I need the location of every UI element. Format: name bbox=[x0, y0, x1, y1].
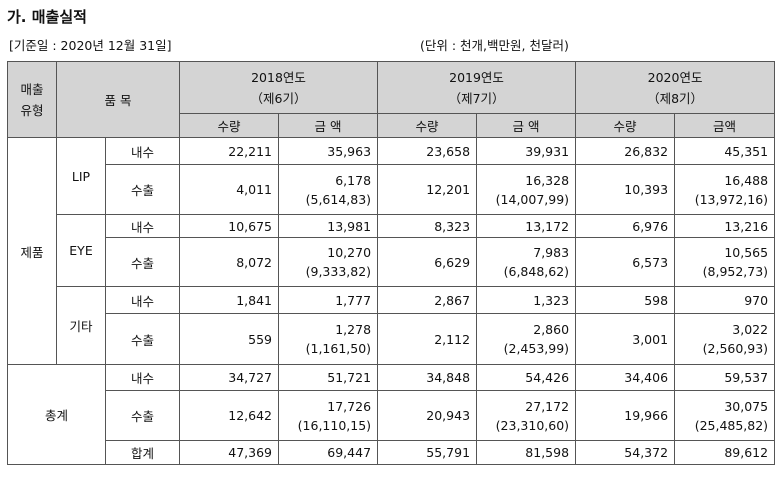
table-row: 총계 내수 34,727 51,721 34,848 54,426 34,406… bbox=[7, 364, 776, 465]
value-cell: 6,629 bbox=[377, 237, 478, 287]
value-cell: 4,011 bbox=[179, 164, 280, 215]
value-cell: 20,943 bbox=[377, 390, 478, 441]
table-row: 합계 47,369 69,447 55,791 81,598 54,372 89… bbox=[8, 440, 776, 465]
qty-header: 수량 bbox=[575, 113, 676, 138]
export-label: 수출 bbox=[104, 390, 181, 441]
value-cell: 34,406 bbox=[575, 364, 676, 391]
value-cell: 59,537 bbox=[674, 364, 776, 391]
total-label: 총계 bbox=[7, 364, 106, 465]
value-cell: 2,112 bbox=[377, 313, 478, 365]
qty-header: 수량 bbox=[179, 113, 280, 138]
year-2019-header: 2019연도 （제7기） bbox=[377, 61, 577, 114]
value-cell: 13,216 bbox=[674, 214, 776, 238]
table-row: 수출 4,011 6,178 (5,614,83) 12,201 16,328 (1… bbox=[8, 164, 776, 215]
value-cell: 10,675 bbox=[179, 214, 280, 238]
amount-header: 금 액 bbox=[278, 113, 379, 138]
value-cell: 16,488 (13,972,16) bbox=[674, 164, 776, 215]
value-cell: 13,172 bbox=[476, 214, 577, 238]
value-cell: 3,022 (2,560,93) bbox=[674, 313, 776, 365]
table-row: 수출 8,072 10,270 (9,333,82) 6,629 7,983 (6,… bbox=[8, 237, 776, 287]
value-cell: 6,573 bbox=[575, 237, 676, 287]
qty-header: 수량 bbox=[377, 113, 478, 138]
value-cell: 35,963 bbox=[278, 137, 379, 165]
value-cell: 55,791 bbox=[377, 440, 478, 465]
value-cell: 1,777 bbox=[278, 286, 379, 314]
value-cell: 12,642 bbox=[179, 390, 280, 441]
unit-note: (단위 : 천개,백만원, 천달러) bbox=[420, 38, 569, 53]
year-2018-header: 2018연도 （제6기） bbox=[179, 61, 379, 114]
value-cell: 39,931 bbox=[476, 137, 577, 165]
domestic-label: 내수 bbox=[104, 137, 181, 165]
value-cell: 54,426 bbox=[476, 364, 577, 391]
value-cell: 45,351 bbox=[674, 137, 776, 165]
sales-table: 매출 유형 품 목 2018연도 （제6기） 2019연도 （제7기） 2020연도… bbox=[7, 61, 776, 465]
value-cell: 26,832 bbox=[575, 137, 676, 165]
sum-label: 합계 bbox=[104, 440, 181, 465]
table-row: 수출 12,642 17,726 (16,110,15) 20,943 27,17… bbox=[8, 390, 776, 441]
item-header: 품 목 bbox=[55, 61, 181, 138]
amount-header: 금 액 bbox=[476, 113, 577, 138]
year-2020-header: 2020연도 （제8기） bbox=[575, 61, 776, 114]
value-cell: 10,393 bbox=[575, 164, 676, 215]
value-cell: 34,727 bbox=[179, 364, 280, 391]
value-cell: 47,369 bbox=[179, 440, 280, 465]
value-cell: 10,565 (8,952,73) bbox=[674, 237, 776, 287]
table-row: 기타 내수 1,841 1,777 2,867 1,323 598 970 bbox=[8, 286, 776, 365]
value-cell: 54,372 bbox=[575, 440, 676, 465]
value-cell: 23,658 bbox=[377, 137, 478, 165]
domestic-label: 내수 bbox=[104, 286, 181, 314]
value-cell: 8,072 bbox=[179, 237, 280, 287]
product-type-label: 제품 bbox=[7, 137, 57, 365]
value-cell: 51,721 bbox=[278, 364, 379, 391]
domestic-label: 내수 bbox=[104, 214, 181, 238]
value-cell: 27,172 (23,310,60) bbox=[476, 390, 577, 441]
value-cell: 6,976 bbox=[575, 214, 676, 238]
header-row: 매출 유형 품 목 2018연도 （제6기） 2019연도 （제7기） 2020연도… bbox=[7, 61, 776, 138]
value-cell: 6,178 (5,614,83) bbox=[278, 164, 379, 215]
value-cell: 2,860 (2,453,99) bbox=[476, 313, 577, 365]
value-cell: 17,726 (16,110,15) bbox=[278, 390, 379, 441]
value-cell: 81,598 bbox=[476, 440, 577, 465]
value-cell: 7,983 (6,848,62) bbox=[476, 237, 577, 287]
value-cell: 19,966 bbox=[575, 390, 676, 441]
value-cell: 3,001 bbox=[575, 313, 676, 365]
reference-date: [기준일 : 2020년 12월 31일] bbox=[9, 38, 172, 53]
value-cell: 1,323 bbox=[476, 286, 577, 314]
value-cell: 30,075 (25,485,82) bbox=[674, 390, 776, 441]
value-cell: 22,211 bbox=[179, 137, 280, 165]
value-cell: 1,278 (1,161,50) bbox=[278, 313, 379, 365]
value-cell: 598 bbox=[575, 286, 676, 314]
table-row: EYE 내수 10,675 13,981 8,323 13,172 6,976 … bbox=[8, 214, 776, 287]
item-other: 기타 bbox=[56, 286, 106, 365]
table-row: 수출 559 1,278 (1,161,50) 2,112 2,860 (2,453… bbox=[8, 313, 776, 365]
value-cell: 12,201 bbox=[377, 164, 478, 215]
value-cell: 13,981 bbox=[278, 214, 379, 238]
value-cell: 69,447 bbox=[278, 440, 379, 465]
value-cell: 10,270 (9,333,82) bbox=[278, 237, 379, 287]
value-cell: 8,323 bbox=[377, 214, 478, 238]
value-cell: 34,848 bbox=[377, 364, 478, 391]
value-cell: 559 bbox=[179, 313, 280, 365]
value-cell: 89,612 bbox=[674, 440, 776, 465]
item-lip: LIP bbox=[56, 137, 106, 215]
value-cell: 1,841 bbox=[179, 286, 280, 314]
value-cell: 970 bbox=[674, 286, 776, 314]
section-title: 가. 매출실적 bbox=[7, 8, 87, 26]
export-label: 수출 bbox=[104, 237, 181, 287]
item-eye: EYE bbox=[56, 214, 106, 287]
table-row: 제품 LIP 내수 22,211 35,963 23,658 39,931 26… bbox=[7, 137, 776, 365]
export-label: 수출 bbox=[104, 313, 181, 365]
sales-type-header: 매출 유형 bbox=[7, 61, 57, 138]
domestic-label: 내수 bbox=[104, 364, 181, 391]
value-cell: 16,328 (14,007,99) bbox=[476, 164, 577, 215]
export-label: 수출 bbox=[104, 164, 181, 215]
amount-header: 금액 bbox=[674, 113, 776, 138]
value-cell: 2,867 bbox=[377, 286, 478, 314]
